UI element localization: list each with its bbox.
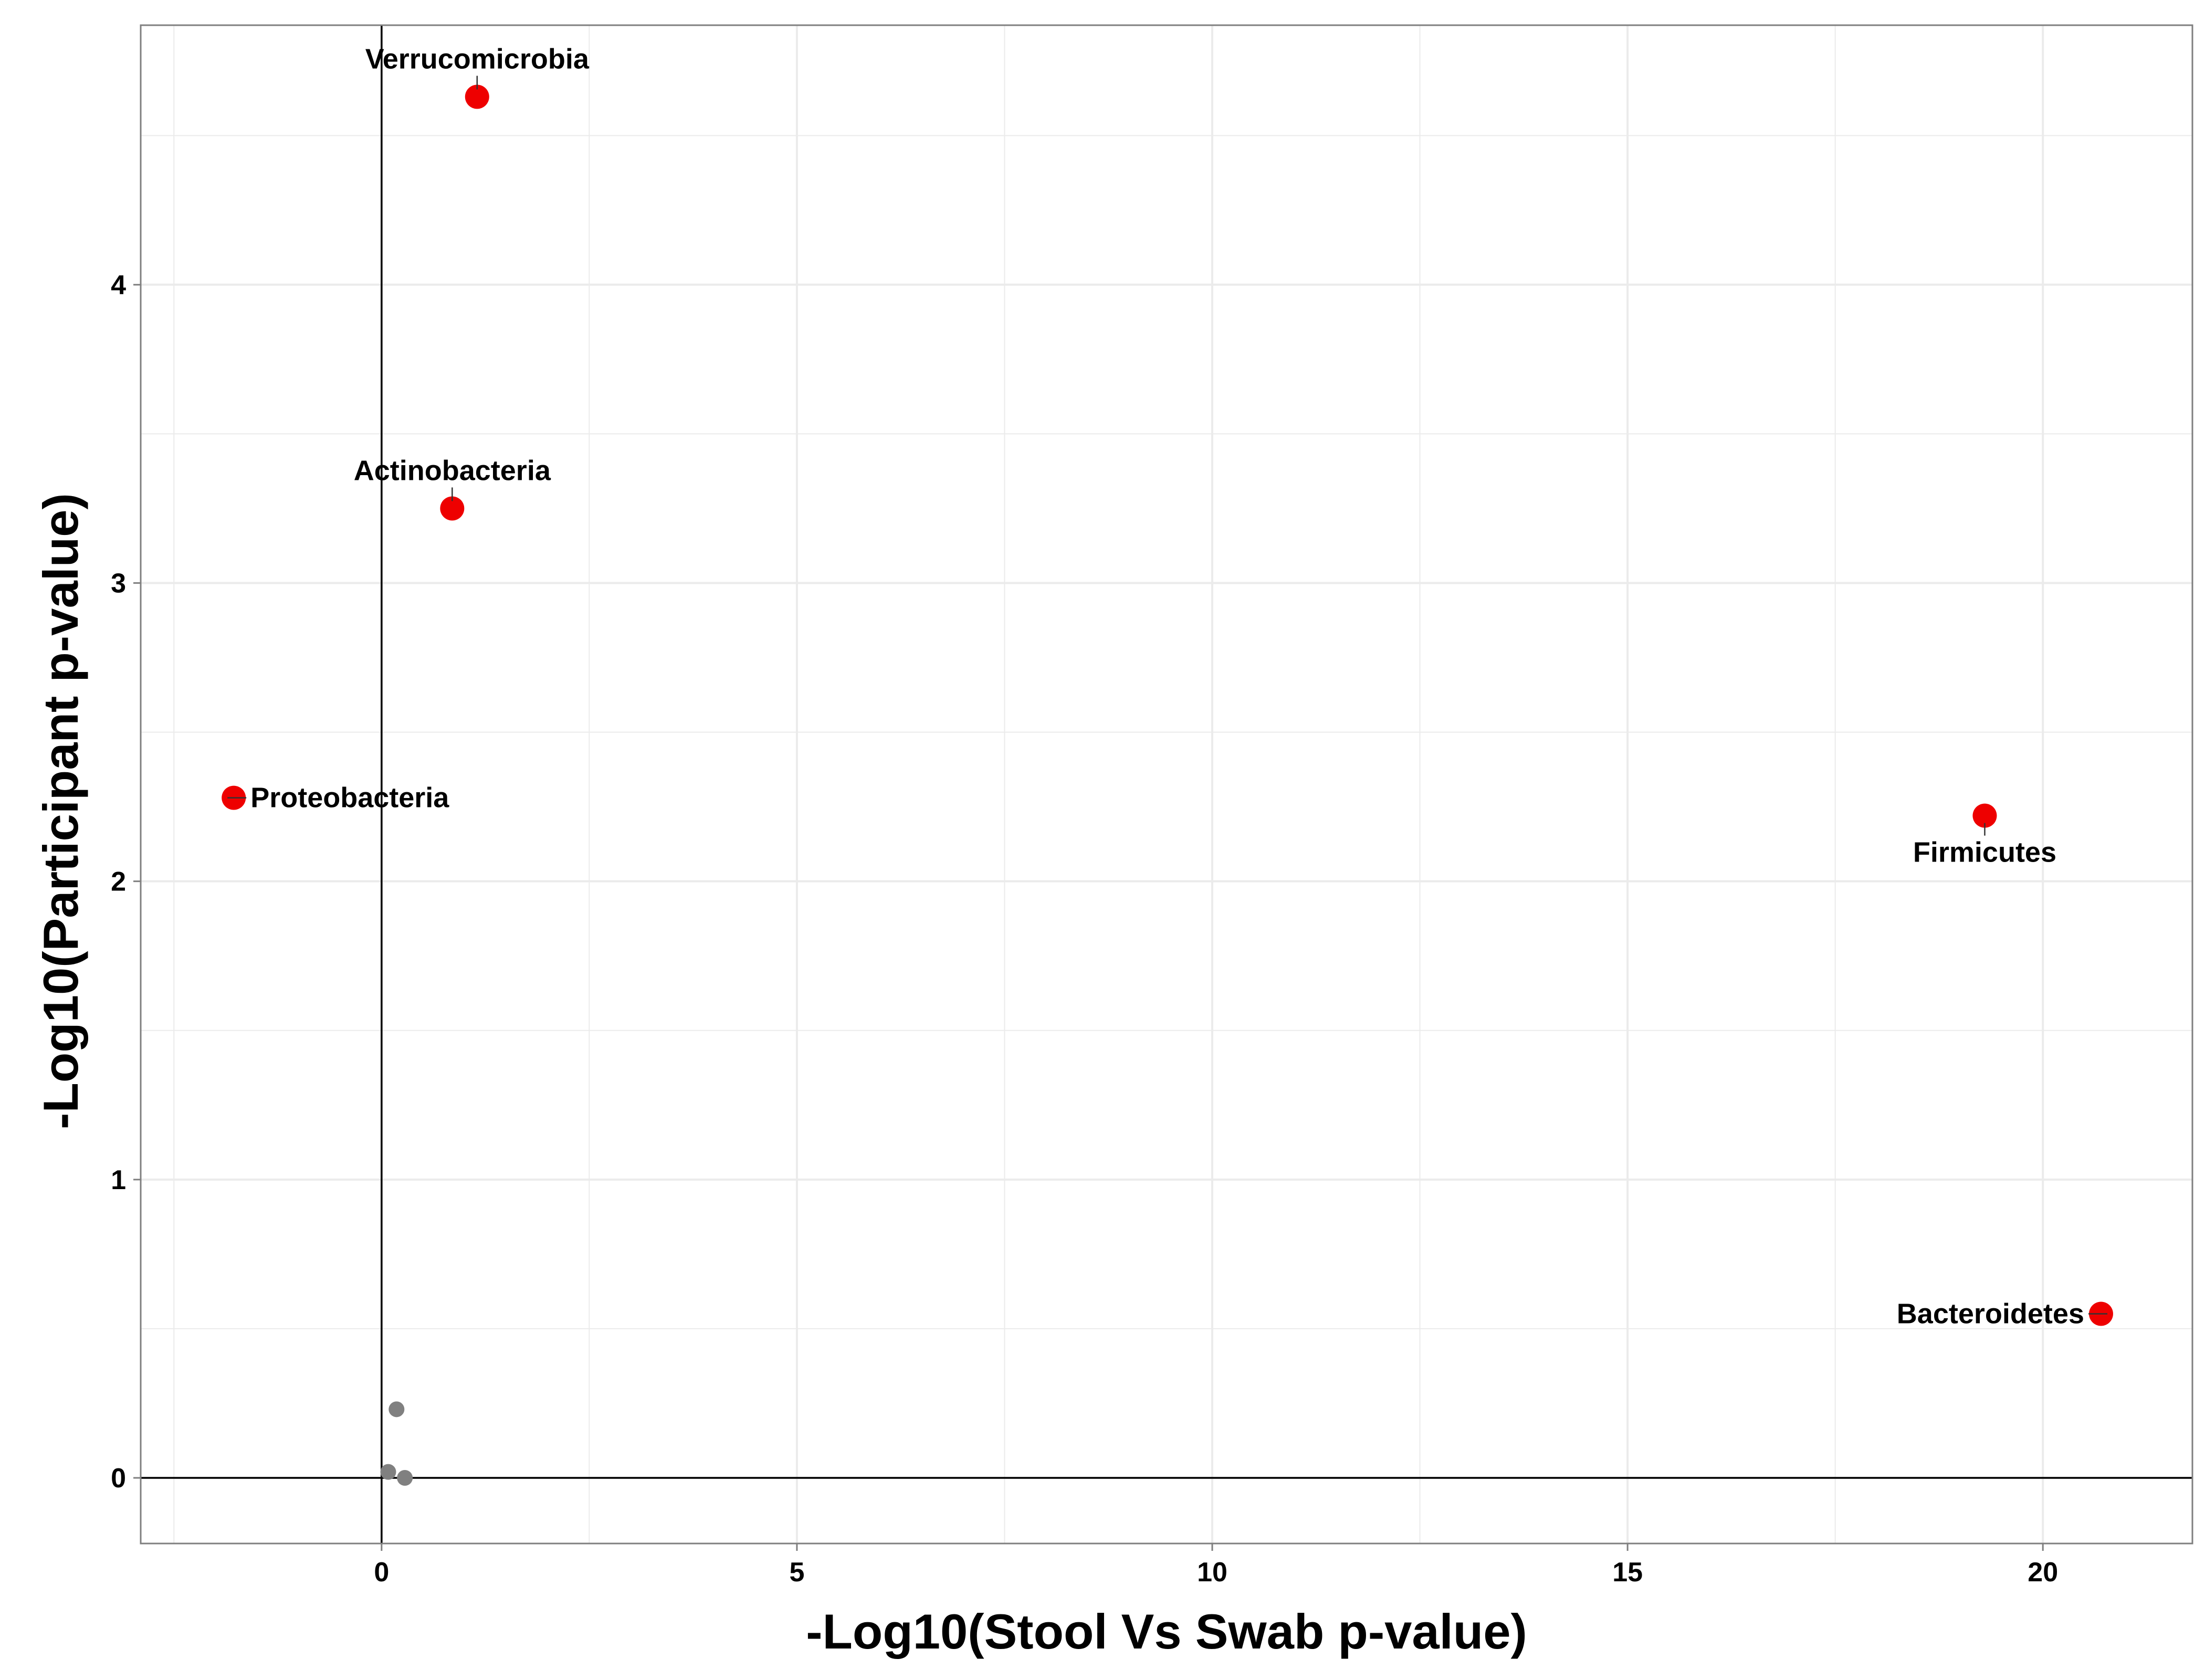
point-label: Verrucomicrobia bbox=[365, 43, 590, 75]
x-tick-label: 10 bbox=[1197, 1557, 1227, 1588]
panel-border bbox=[140, 24, 2193, 1545]
y-tick-label: 1 bbox=[111, 1165, 126, 1195]
x-tick-label: 5 bbox=[789, 1557, 804, 1588]
data-point-nonsignificant bbox=[397, 1470, 413, 1486]
data-point-nonsignificant bbox=[380, 1464, 396, 1480]
axis-ticks: 0 5 10 15 20 0 1 2 3 4 bbox=[111, 270, 2058, 1588]
y-tick-label: 3 bbox=[111, 568, 126, 598]
point-label: Actinobacteria bbox=[354, 455, 551, 486]
y-axis-title: -Log10(Participant p-value) bbox=[33, 493, 88, 1129]
x-tick-label: 0 bbox=[374, 1557, 389, 1588]
data-point-significant bbox=[440, 496, 465, 521]
data-points: Verrucomicrobia Actinobacteria Proteobacte… bbox=[222, 43, 2113, 1486]
x-tick-label: 15 bbox=[1612, 1557, 1643, 1588]
point-label: Bacteroidetes bbox=[1897, 1298, 2084, 1330]
y-tick-label: 4 bbox=[111, 270, 126, 300]
data-point-significant bbox=[1972, 803, 1997, 828]
data-point-significant bbox=[465, 85, 489, 109]
x-axis-title: -Log10(Stool Vs Swab p-value) bbox=[806, 1604, 1527, 1659]
point-label: Proteobacteria bbox=[250, 782, 449, 814]
y-tick-label: 2 bbox=[111, 867, 126, 897]
x-tick-label: 20 bbox=[2028, 1557, 2058, 1588]
y-tick-label: 0 bbox=[111, 1463, 126, 1494]
point-label: Firmicutes bbox=[1913, 837, 2056, 868]
reference-lines bbox=[141, 25, 2192, 1544]
data-point-nonsignificant bbox=[388, 1401, 405, 1418]
